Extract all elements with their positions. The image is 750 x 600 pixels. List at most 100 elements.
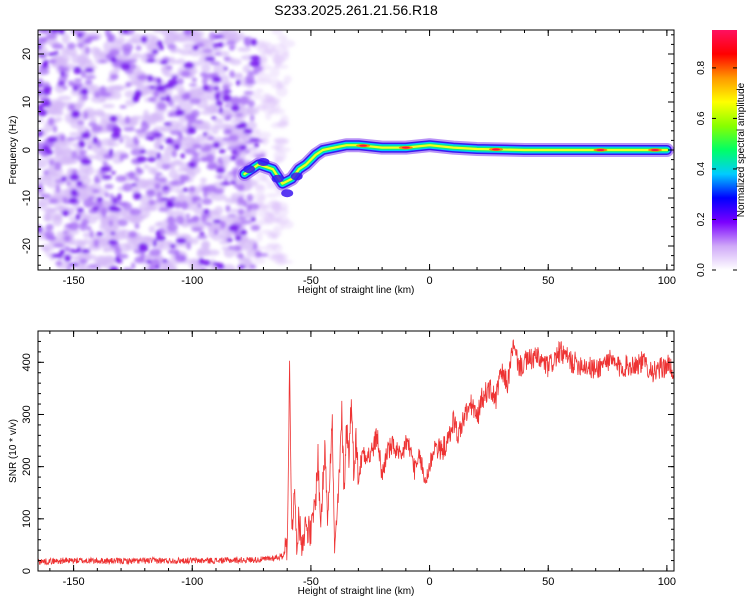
noise-blob: [70, 189, 78, 197]
noise-blob: [196, 234, 208, 240]
noise-blob: [71, 168, 78, 176]
noise-blob: [110, 207, 122, 212]
noise-blob: [236, 79, 241, 86]
noise-blob: [254, 88, 264, 94]
noise-blob: [152, 239, 157, 248]
noise-blob: [231, 245, 242, 252]
noise-blob: [128, 171, 136, 180]
noise-blob: [121, 30, 129, 34]
noise-blob: [103, 41, 111, 52]
noise-blob: [107, 85, 122, 90]
noise-blob: [148, 264, 156, 270]
noise-blob: [237, 196, 245, 205]
noise-blob: [279, 39, 296, 48]
noise-blob: [275, 121, 290, 127]
x-tick-label: -50: [303, 275, 319, 287]
noise-blob: [122, 153, 129, 159]
noise-blob: [204, 56, 216, 62]
noise-blob: [46, 38, 59, 45]
noise-blob: [104, 184, 114, 190]
noise-blob: [258, 131, 272, 139]
noise-blob: [107, 33, 116, 43]
noise-blob: [38, 54, 47, 58]
noise-blob: [44, 217, 53, 222]
y-tick-label: -20: [21, 238, 33, 254]
noise-blob: [92, 188, 100, 194]
noise-blob: [215, 167, 226, 174]
noise-blob: [181, 93, 190, 101]
noise-blob: [73, 66, 82, 75]
noise-blob: [250, 217, 256, 222]
noise-blob: [58, 76, 68, 83]
noise-blob: [110, 57, 117, 63]
noise-blob: [155, 191, 163, 200]
noise-blob: [219, 229, 232, 241]
noise-blob: [262, 177, 269, 183]
x-tick-label: -150: [63, 576, 85, 588]
noise-blob: [93, 111, 106, 117]
noise-blob: [53, 51, 59, 55]
noise-blob: [117, 202, 127, 207]
noise-blob: [165, 137, 174, 145]
noise-blob: [69, 173, 80, 181]
noise-blob: [153, 89, 160, 98]
noise-blob: [246, 121, 258, 130]
noise-blob: [110, 40, 125, 52]
noise-blob: [237, 264, 246, 269]
noise-blob: [202, 190, 208, 198]
noise-blob: [38, 68, 50, 75]
noise-blob: [61, 176, 68, 182]
noise-blob: [146, 118, 154, 126]
noise-blob: [43, 59, 49, 68]
noise-blob: [68, 197, 78, 204]
noise-blob: [38, 144, 44, 153]
noise-blob: [151, 115, 163, 121]
noise-blob: [228, 224, 240, 232]
noise-blob: [68, 103, 76, 111]
noise-blob: [219, 161, 224, 165]
noise-blob: [74, 136, 84, 140]
noise-blob: [47, 59, 57, 64]
noise-blob: [218, 148, 226, 154]
noise-blob: [171, 150, 178, 158]
noise-blob: [58, 81, 65, 85]
noise-blob: [211, 233, 223, 241]
noise-blob: [147, 150, 158, 158]
snr-panel: -150 -100 -50 0 50 100 0 100 200 300 400 Height o…: [8, 330, 676, 597]
noise-blob: [135, 45, 142, 51]
noise-blob: [169, 129, 182, 136]
noise-blob: [149, 86, 156, 90]
noise-blob: [217, 50, 230, 57]
noise-blob: [168, 168, 178, 180]
noise-blob: [177, 167, 189, 173]
noise-blob: [134, 139, 140, 146]
noise-blob: [66, 137, 76, 142]
noise-blob: [154, 182, 161, 190]
x-tick-label: 0: [427, 576, 433, 588]
noise-blob: [178, 134, 183, 141]
noise-blob: [212, 117, 224, 124]
y-tick-label: 100: [21, 510, 33, 528]
noise-blob: [215, 165, 225, 169]
noise-blob: [207, 161, 218, 170]
noise-blob: [57, 95, 72, 101]
noise-blob: [63, 234, 71, 242]
noise-blob: [269, 212, 276, 222]
noise-blob: [146, 156, 157, 163]
noise-blob: [236, 184, 245, 192]
noise-blob: [93, 91, 101, 99]
noise-blob: [183, 61, 194, 69]
noise-blob: [236, 72, 243, 79]
noise-blob: [258, 211, 273, 219]
noise-blob: [42, 174, 52, 181]
noise-blob: [99, 85, 107, 95]
noise-blob: [124, 90, 135, 98]
noise-blob: [191, 227, 204, 232]
noise-blob: [120, 134, 130, 140]
x-tick-label: -100: [181, 275, 203, 287]
noise-blob: [223, 67, 228, 71]
noise-blob: [239, 106, 251, 116]
noise-blob: [249, 55, 261, 61]
x-tick-label: 50: [542, 576, 554, 588]
noise-blob: [178, 99, 194, 111]
